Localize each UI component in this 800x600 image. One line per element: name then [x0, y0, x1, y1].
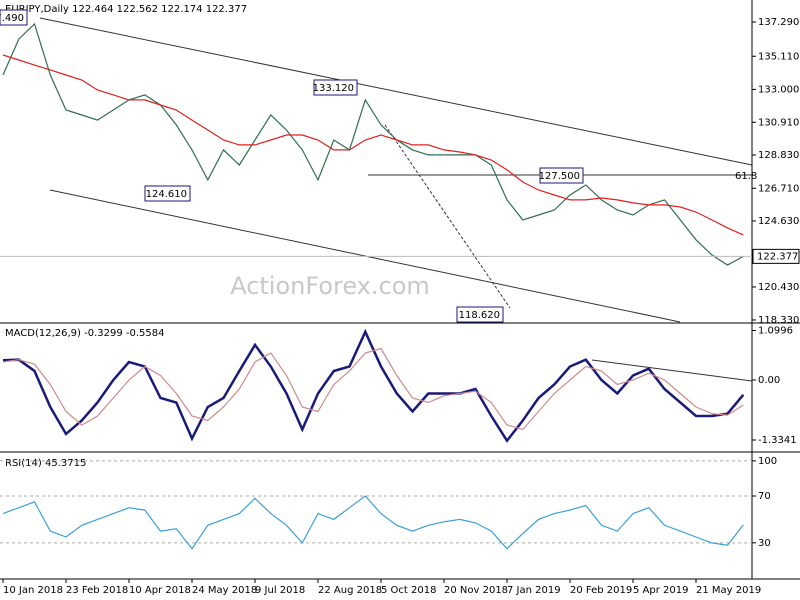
series-line	[2, 347, 744, 431]
annotation: 7.490	[0, 13, 24, 24]
y-tick-label: 118.330	[758, 315, 799, 326]
annotation: 61.8	[735, 171, 757, 182]
y-tick-label: 135.110	[758, 51, 799, 62]
y-tick-label: 100	[758, 456, 777, 467]
last-price-box	[752, 248, 800, 264]
x-tick-label: 10 Jan 2018	[3, 585, 63, 596]
annotation: 118.620	[459, 310, 500, 321]
y-tick-label: 30	[758, 538, 771, 549]
x-tick-label: 9 Jul 2018	[255, 585, 305, 596]
rsi-title: RSI(14) 45.3715	[5, 458, 86, 469]
annotation-box	[144, 185, 191, 202]
y-tick-label: 120.430	[758, 282, 799, 293]
x-tick-label: 7 Jan 2019	[507, 585, 561, 596]
y-tick-label: 70	[758, 491, 771, 502]
channel-upper	[39, 17, 753, 166]
series-line	[2, 495, 744, 550]
annotation: 133.120	[313, 83, 354, 94]
last-price-label: 122.377	[757, 251, 798, 262]
y-tick-label: 130.910	[758, 117, 799, 128]
x-tick-label: 20 Feb 2019	[570, 585, 632, 596]
x-tick-label: 10 Apr 2018	[129, 585, 191, 596]
y-tick-label: 137.290	[758, 17, 799, 28]
annotation: 127.500	[539, 171, 580, 182]
macd-title: MACD(12,26,9) -0.3299 -0.5584	[5, 328, 165, 339]
series-line	[2, 328, 745, 443]
x-tick-label: 5 Apr 2019	[633, 585, 688, 596]
watermark: ActionForex.com	[230, 272, 430, 300]
x-tick-label: 5 Oct 2018	[381, 585, 436, 596]
x-tick-label: 24 May 2018	[192, 585, 257, 596]
annotation-box	[456, 306, 504, 323]
y-tick-label: 124.630	[758, 216, 799, 227]
annotation-box	[539, 167, 584, 184]
y-tick-label: 1.0996	[758, 326, 793, 337]
series-line	[2, 22, 744, 266]
x-tick-label: 22 Aug 2018	[318, 585, 382, 596]
annotation-box	[313, 79, 358, 96]
series-line	[2, 54, 744, 236]
x-tick-label: 20 Nov 2018	[444, 585, 508, 596]
y-tick-label: 0.00	[758, 375, 780, 386]
annotation-box	[0, 9, 28, 26]
dashed-trend	[384, 124, 511, 309]
y-tick-label: 128.830	[758, 150, 799, 161]
macd-trendline	[591, 359, 753, 382]
y-tick-label: -1.3341	[758, 435, 797, 446]
x-tick-label: 23 Feb 2018	[66, 585, 128, 596]
annotation: 124.610	[146, 189, 187, 200]
y-tick-label: 133.000	[758, 84, 799, 95]
x-tick-label: 21 May 2019	[696, 585, 761, 596]
price-title: EURJPY,Daily 122.464 122.562 122.174 122…	[5, 4, 247, 15]
y-tick-label: 126.710	[758, 183, 799, 194]
